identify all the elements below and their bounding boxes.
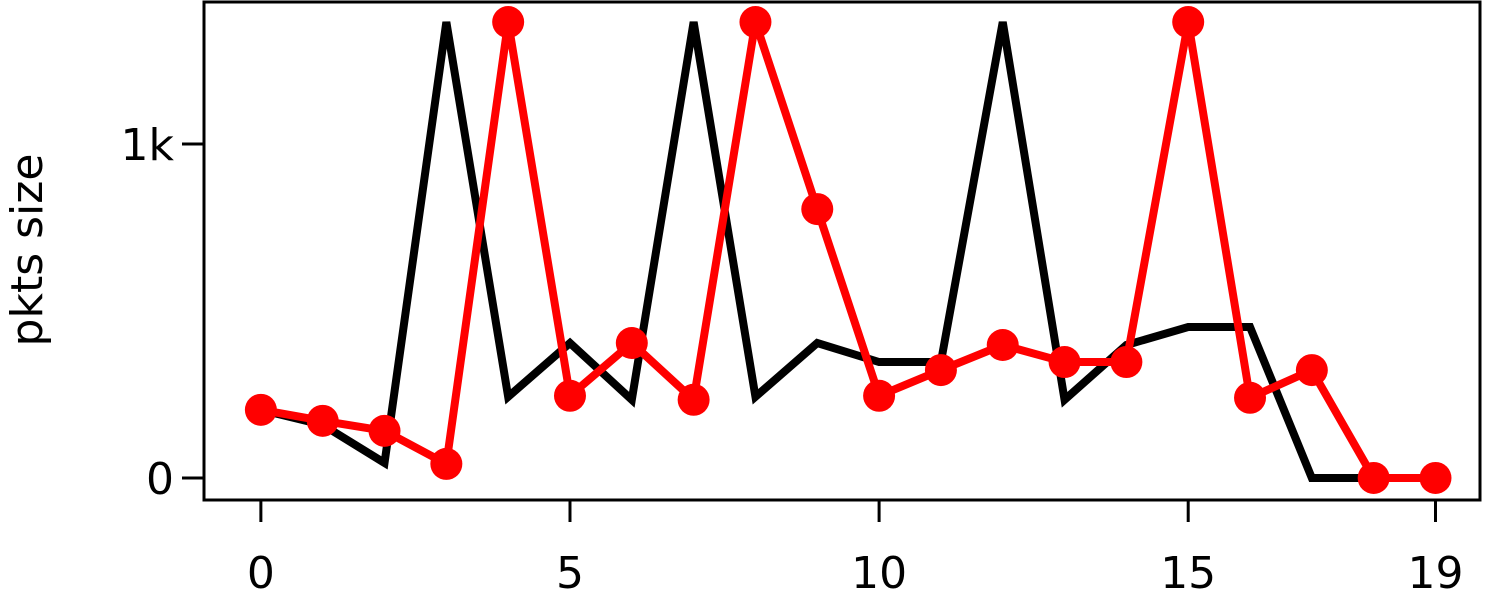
marker bbox=[1295, 354, 1328, 387]
line bbox=[260, 20, 1436, 482]
x-tick-label: 15 bbox=[1160, 548, 1216, 599]
plot-frame bbox=[202, 0, 1482, 502]
marker bbox=[1172, 6, 1205, 39]
marker bbox=[986, 329, 1019, 362]
marker bbox=[553, 379, 586, 412]
marker bbox=[1048, 346, 1081, 379]
marker bbox=[368, 414, 401, 447]
x-tick-label: 5 bbox=[556, 548, 584, 599]
marker bbox=[492, 6, 525, 39]
x-tick-label: 0 bbox=[247, 548, 275, 599]
marker bbox=[924, 354, 957, 387]
marker bbox=[615, 327, 648, 360]
marker bbox=[244, 393, 277, 426]
marker bbox=[306, 404, 339, 437]
x-tick-label: 10 bbox=[851, 548, 907, 599]
marker bbox=[677, 383, 710, 416]
marker bbox=[1419, 461, 1452, 494]
marker bbox=[863, 379, 896, 412]
marker bbox=[801, 193, 834, 226]
marker bbox=[1110, 346, 1143, 379]
marker bbox=[1357, 461, 1390, 494]
y-tick-label: 0 bbox=[146, 454, 174, 505]
marker bbox=[1234, 381, 1267, 414]
y-tick-label: 1k bbox=[121, 120, 175, 171]
marker bbox=[430, 447, 463, 480]
y-axis-label: pkts size bbox=[2, 154, 53, 347]
marker bbox=[739, 6, 772, 39]
x-tick-label: 19 bbox=[1407, 548, 1463, 599]
